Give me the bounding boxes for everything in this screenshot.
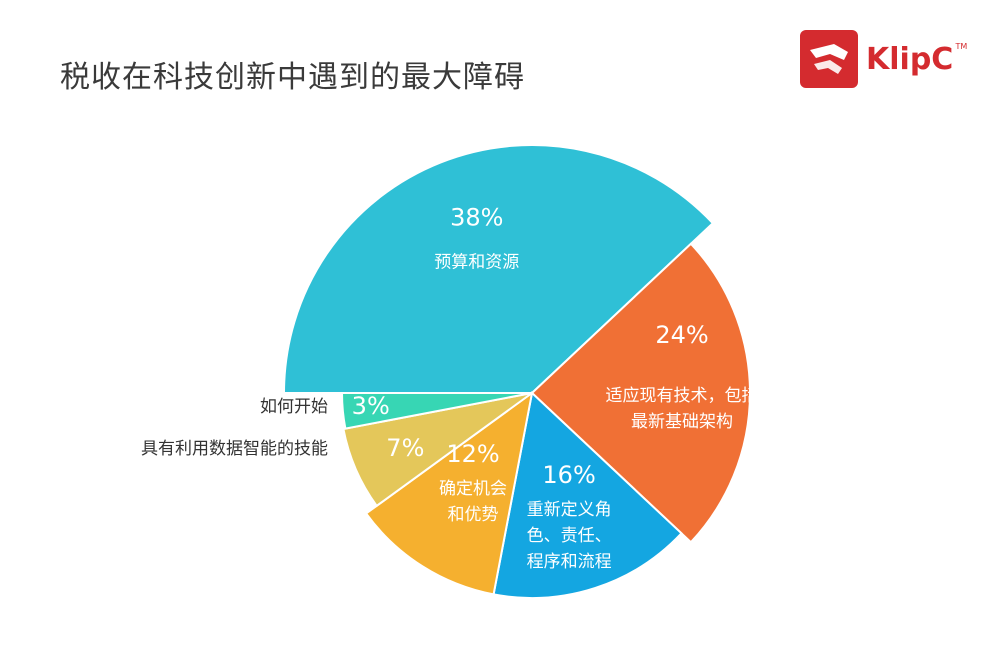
klipc-logo-icon <box>800 30 858 88</box>
slice-outside-label-4: 具有利用数据智能的技能 <box>141 439 328 459</box>
pie-slice-1 <box>530 242 751 544</box>
slice-value-label-2: 16% <box>542 461 595 489</box>
slice-category-label-2-line-0: 重新定义角 <box>527 500 612 520</box>
slice-category-label-1-line-1: 最新基础架构 <box>631 412 733 432</box>
slice-outside-label-5: 如何开始 <box>260 397 328 417</box>
slice-value-label-4: 7% <box>386 434 424 462</box>
slice-category-label-1-line-0: 适应现有技术，包括 <box>606 386 759 406</box>
pie-slice-4 <box>342 392 533 508</box>
klipc-logo-text: KlipC TM <box>866 41 968 77</box>
pie-slice-2 <box>492 391 683 599</box>
pie-slice-0 <box>282 144 715 394</box>
slice-value-label-0: 38% <box>450 204 503 232</box>
slice-category-label-2-line-1: 色、责任、 <box>527 526 612 546</box>
slice-category-label-3-line-1: 和优势 <box>448 505 499 525</box>
slice-value-label-5: 3% <box>352 392 390 420</box>
pie-slice-5 <box>340 392 533 430</box>
slice-value-label-1: 24% <box>655 321 708 349</box>
klipc-logo: KlipC TM <box>800 30 968 88</box>
slice-category-label-3-line-0: 确定机会 <box>439 479 507 499</box>
slice-value-label-3: 12% <box>446 440 499 468</box>
pie-slice-3 <box>364 390 534 596</box>
chart-title: 税收在科技创新中遇到的最大障碍 <box>60 60 525 95</box>
slice-category-label-2-line-2: 程序和流程 <box>527 552 612 572</box>
slice-category-label-0-line-0: 预算和资源 <box>434 253 519 273</box>
